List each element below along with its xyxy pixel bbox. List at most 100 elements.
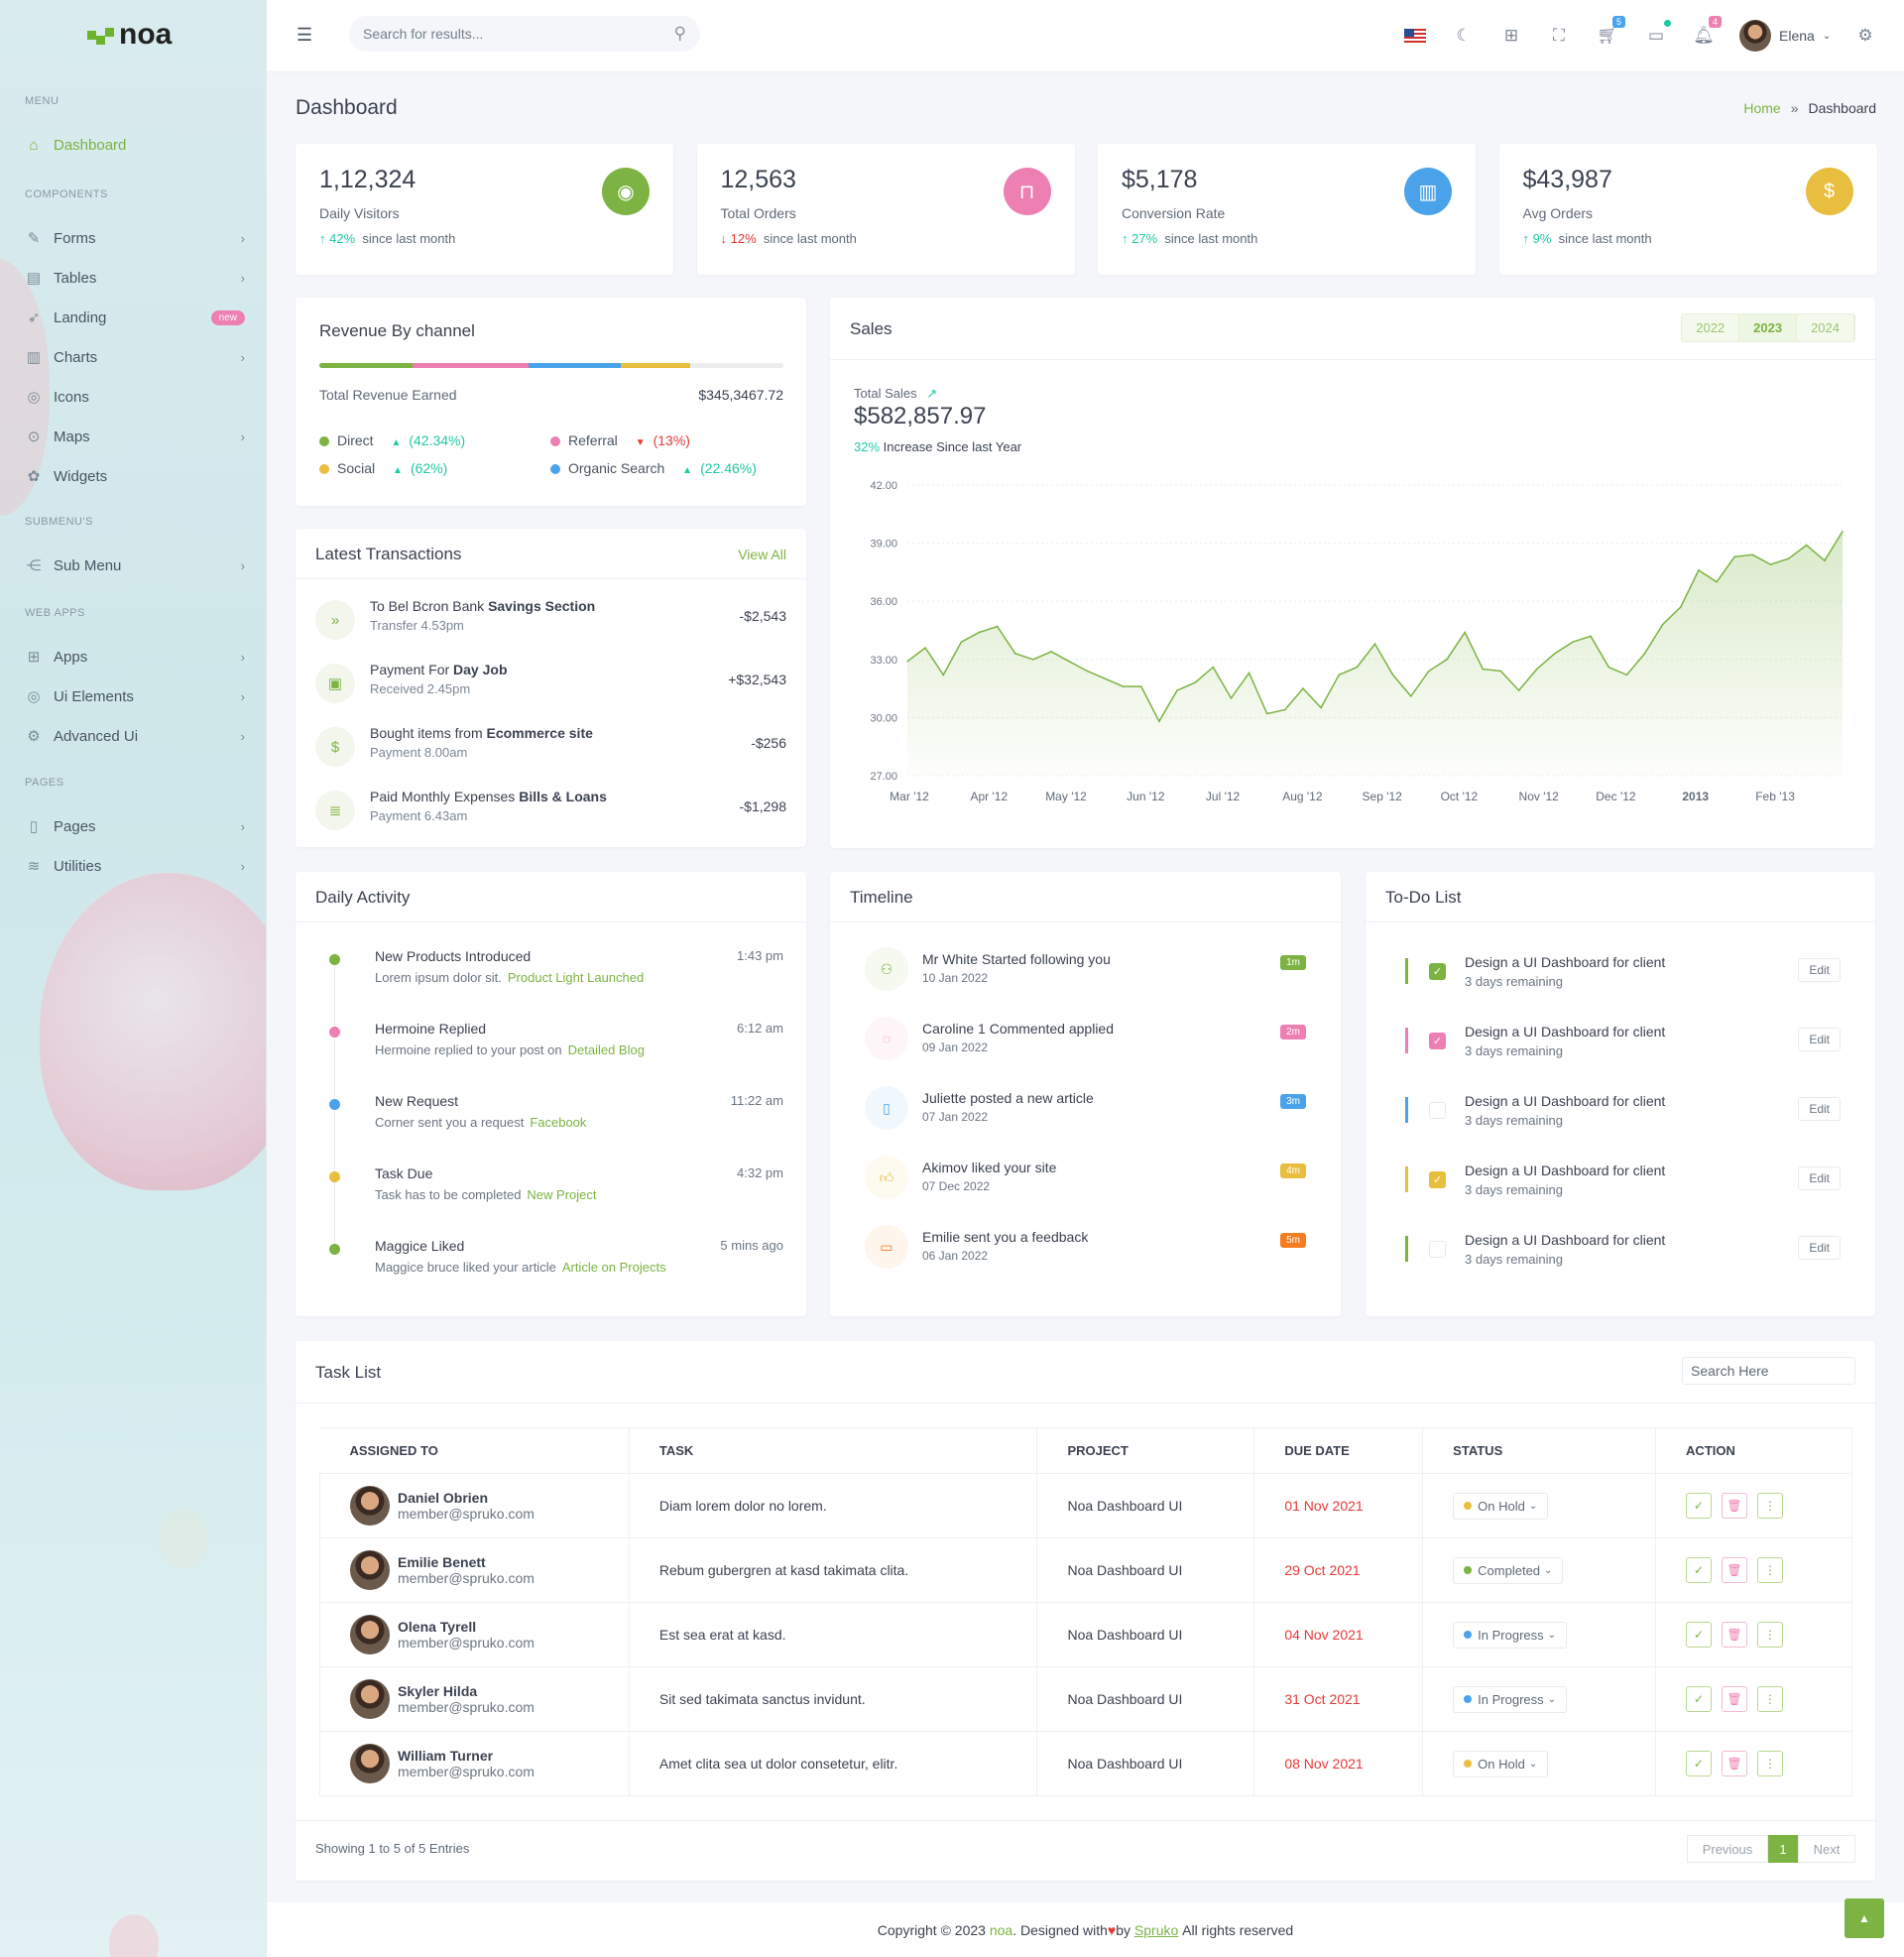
view-all-link[interactable]: View All — [738, 547, 786, 562]
sidebar-item-dashboard[interactable]: ⌂ Dashboard — [25, 130, 245, 160]
year-tab-2023[interactable]: 2023 — [1739, 314, 1798, 341]
year-selector: 2022 2023 2024 — [1681, 313, 1855, 342]
tablet-icon: ▭ — [865, 1225, 908, 1269]
delete-trash-icon[interactable]: 🗑︎ — [1722, 1493, 1748, 1519]
back-to-top-button[interactable]: ▲ — [1844, 1898, 1884, 1938]
complete-action-icon[interactable]: ✓ — [1686, 1686, 1713, 1712]
stat-card: 12,563 Total Orders ↓ 12% since last mon… — [696, 144, 1075, 275]
more-vertical-icon[interactable]: ⋮ — [1757, 1493, 1784, 1519]
sidebar-item-sub-menu[interactable]: ⋲ Sub Menu › — [25, 550, 246, 580]
more-vertical-icon[interactable]: ⋮ — [1757, 1557, 1784, 1583]
menu-toggle-icon[interactable]: ☰ — [297, 25, 313, 45]
timeline-item: ▭ Emilie sent you a feedback 06 Jan 2022… — [865, 1225, 1306, 1284]
status-dropdown[interactable]: On Hold ⌄ — [1453, 1750, 1549, 1777]
todo-checkbox[interactable] — [1429, 1102, 1446, 1119]
status-dropdown[interactable]: Completed ⌄ — [1453, 1556, 1564, 1584]
notification-bell-icon[interactable]: 🔔︎ 4 — [1692, 16, 1722, 48]
todo-checkbox[interactable] — [1429, 1241, 1446, 1258]
activity-text: Task has to be completed — [375, 1187, 522, 1202]
page-1-button[interactable]: 1 — [1768, 1835, 1798, 1863]
previous-page-button[interactable]: Previous — [1687, 1835, 1768, 1863]
sidebar-item-pages[interactable]: ▯ Pages › — [25, 811, 245, 841]
search-icon[interactable]: ⚲ — [673, 24, 686, 43]
more-vertical-icon[interactable]: ⋮ — [1757, 1686, 1784, 1712]
edit-button[interactable]: Edit — [1798, 1097, 1841, 1121]
sidebar-item-label: Ui Elements — [54, 687, 134, 705]
sidebar-item-forms[interactable]: ✎ Forms › — [25, 223, 245, 253]
table-row: Olena Tyrell member@spruko.com Est sea er… — [319, 1602, 1852, 1667]
delete-trash-icon[interactable]: 🗑︎ — [1722, 1557, 1748, 1583]
messages-icon[interactable]: ▭ — [1644, 20, 1671, 48]
footer-author-link[interactable]: Spruko — [1133, 1921, 1179, 1938]
stat-label: Total Orders — [720, 205, 796, 221]
status-dropdown[interactable]: In Progress ⌄ — [1453, 1621, 1568, 1649]
chevron-right-icon: › — [240, 688, 245, 704]
fullscreen-icon[interactable]: ⛶ — [1553, 26, 1565, 45]
todo-sub: 3 days remaining — [1465, 1252, 1563, 1267]
sidebar-item-advanced-ui[interactable]: ⚙ Advanced Ui › — [25, 721, 245, 751]
transaction-item[interactable]: $ Bought items from Ecommerce site Payme… — [315, 721, 786, 781]
sidebar-item-charts[interactable]: ▥ Charts › — [25, 342, 245, 372]
status-dropdown[interactable]: In Progress ⌄ — [1453, 1685, 1568, 1713]
sidebar-item-utilities[interactable]: ≋ Utilities › — [25, 851, 245, 881]
column-header: ACTION — [1655, 1427, 1852, 1474]
complete-action-icon[interactable]: ✓ — [1686, 1493, 1713, 1519]
more-vertical-icon[interactable]: ⋮ — [1757, 1622, 1784, 1648]
edit-button[interactable]: Edit — [1798, 1166, 1841, 1190]
us-flag-icon[interactable] — [1403, 24, 1427, 48]
complete-action-icon[interactable]: ✓ — [1686, 1622, 1713, 1648]
todo-checkbox[interactable]: ✓ — [1429, 1033, 1446, 1049]
sidebar-item-ui-elements[interactable]: ◎ Ui Elements › — [25, 681, 245, 711]
delete-trash-icon[interactable]: 🗑︎ — [1722, 1622, 1748, 1648]
brand-logo[interactable]: noa — [87, 18, 172, 52]
activity-link[interactable]: Article on Projects — [561, 1260, 666, 1275]
channel-percent: (13%) — [653, 432, 690, 448]
activity-link[interactable]: New Project — [527, 1187, 597, 1202]
settings-gear-icon[interactable]: ⚙ — [1857, 26, 1873, 45]
transaction-item[interactable]: ≣ Paid Monthly Expenses Bills & Loans Pa… — [315, 785, 786, 844]
page-title: Dashboard — [296, 96, 398, 119]
year-tab-2022[interactable]: 2022 — [1682, 314, 1740, 341]
sidebar-item-maps[interactable]: ⊙ Maps › — [25, 422, 245, 451]
x-tick-label: Sep '12 — [1363, 790, 1403, 803]
more-vertical-icon[interactable]: ⋮ — [1757, 1751, 1784, 1776]
footer-brand-link[interactable]: noa — [989, 1921, 1013, 1938]
transaction-item[interactable]: » To Bel Bcron Bank Savings Section Tran… — [315, 594, 786, 654]
task-search-input[interactable]: Search Here — [1682, 1357, 1855, 1385]
delete-trash-icon[interactable]: 🗑︎ — [1722, 1686, 1748, 1712]
todo-checkbox[interactable]: ✓ — [1429, 963, 1446, 980]
total-sales-label: Total Sales — [854, 386, 917, 401]
user-menu[interactable]: Elena ⌄ — [1739, 20, 1831, 52]
cart-icon[interactable]: 🛒︎ 5 — [1596, 16, 1625, 48]
sidebar-item-tables[interactable]: ▤ Tables › — [25, 263, 245, 293]
complete-action-icon[interactable]: ✓ — [1686, 1751, 1713, 1776]
edit-button[interactable]: Edit — [1798, 1028, 1841, 1051]
chevron-right-icon: › — [240, 818, 245, 834]
sidebar-item-widgets[interactable]: ✿ Widgets — [25, 461, 245, 491]
sidebar-item-landing[interactable]: ➶ Landing new — [25, 303, 245, 332]
activity-link[interactable]: Facebook — [530, 1115, 587, 1130]
apps-grid-icon[interactable]: ⊞ — [1503, 26, 1519, 45]
complete-action-icon[interactable]: ✓ — [1686, 1557, 1713, 1583]
sidebar-item-icons[interactable]: ◎ Icons — [25, 382, 245, 412]
top-header: ☰ Search for results... ⚲ ☾ ⊞ ⛶ 🛒︎ 5 ▭ 🔔︎… — [267, 0, 1904, 72]
breadcrumb-home[interactable]: Home — [1743, 100, 1781, 116]
dark-mode-moon-icon[interactable]: ☾ — [1456, 26, 1472, 45]
x-tick-label: Apr '12 — [970, 790, 1008, 803]
data-point — [1356, 666, 1359, 669]
sidebar-section-title: COMPONENTS — [25, 188, 108, 200]
next-page-button[interactable]: Next — [1798, 1835, 1855, 1863]
todo-item: Design a UI Dashboard for client 3 days … — [1405, 1093, 1841, 1153]
search-input[interactable]: Search for results... ⚲ — [349, 16, 700, 52]
edit-button[interactable]: Edit — [1798, 958, 1841, 982]
activity-link[interactable]: Detailed Blog — [567, 1042, 645, 1057]
delete-trash-icon[interactable]: 🗑︎ — [1722, 1751, 1748, 1776]
todo-checkbox[interactable]: ✓ — [1429, 1171, 1446, 1188]
sidebar-item-apps[interactable]: ⊞ Apps › — [25, 642, 245, 672]
rocket-icon: ➶ — [27, 309, 41, 326]
edit-button[interactable]: Edit — [1798, 1236, 1841, 1260]
transaction-item[interactable]: ▣ Payment For Day Job Received 2.45pm +$… — [315, 658, 786, 717]
activity-link[interactable]: Product Light Launched — [507, 970, 645, 985]
status-dropdown[interactable]: On Hold ⌄ — [1453, 1492, 1549, 1520]
year-tab-2024[interactable]: 2024 — [1797, 314, 1854, 341]
